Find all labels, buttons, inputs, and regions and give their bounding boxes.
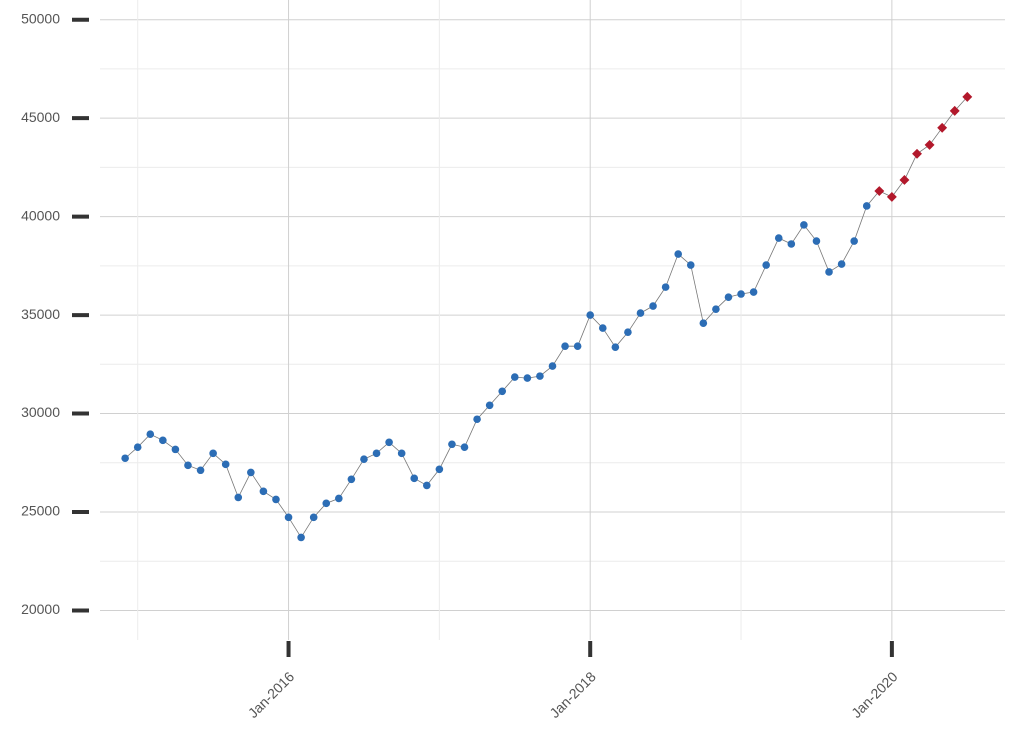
y-tick-label: 40000 [21,207,60,223]
y-tick-label: 20000 [21,601,60,617]
y-tick-label: 50000 [21,10,60,26]
y-tick-label: 30000 [21,404,60,420]
point [762,261,770,269]
point [247,468,255,477]
forecast-point [899,175,910,185]
point [674,250,682,258]
point [485,401,494,410]
forecast-point [949,105,960,116]
y-tick-label: 45000 [21,109,60,125]
point [825,268,833,276]
point [850,237,858,245]
point [410,474,419,483]
point [548,362,557,370]
point [435,465,444,474]
point [385,438,393,447]
y-tick-label: 25000 [21,503,60,519]
point [611,343,620,351]
point [284,513,293,522]
point [309,513,318,522]
point [724,293,733,301]
point [297,533,305,542]
point [159,436,167,445]
point [774,234,783,242]
point [196,466,205,475]
point [259,487,268,496]
point [686,261,695,269]
point [171,445,180,454]
point [473,415,481,424]
point [812,237,821,245]
point [699,319,708,327]
point [837,260,846,268]
point [272,495,280,504]
y-tick-label: 35000 [21,306,60,322]
point [322,499,331,508]
point [209,449,217,458]
point [397,449,406,458]
point [624,328,632,337]
series-line [124,205,868,539]
point [787,240,796,248]
point [347,475,356,484]
forecast-point [937,122,948,133]
point [523,374,532,382]
point [146,430,155,439]
point [460,443,469,452]
point [737,290,745,298]
x-tick-label: Jan-2016 [245,668,298,721]
point [800,221,808,229]
point [360,455,368,464]
point [121,454,129,463]
point [636,309,645,317]
point [573,342,582,350]
point [372,449,381,458]
point [423,481,431,490]
point [712,305,720,313]
point [221,460,230,469]
point [133,443,142,452]
forecast-point [886,191,897,202]
point [448,440,456,449]
point [510,373,519,381]
point [498,387,507,396]
forecast-point [912,148,922,159]
point [749,288,758,296]
point [561,342,569,350]
point [649,302,657,310]
point [536,372,544,380]
point [335,494,343,503]
point [661,283,670,291]
point [184,461,192,470]
point [234,493,243,502]
x-tick-label: Jan-2020 [848,668,901,721]
point [598,324,607,332]
point [586,311,595,319]
forecast-point [962,91,973,102]
point [862,202,871,210]
x-tick-label: Jan-2018 [546,668,599,721]
forecast-point [874,186,885,196]
forecast-point [924,139,935,150]
